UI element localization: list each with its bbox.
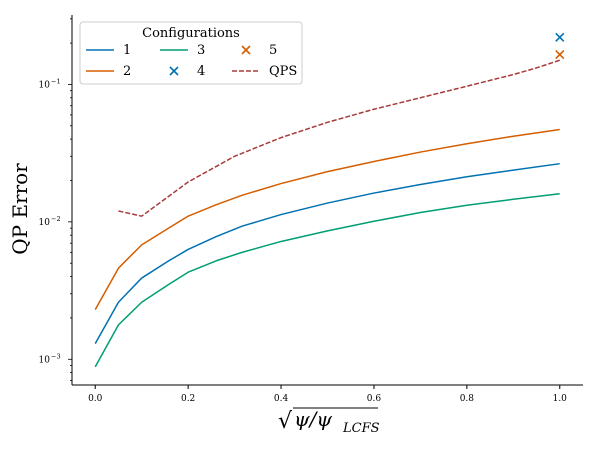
y-axis-title: QP Error: [8, 163, 32, 255]
y-tick-label: 10 −3: [39, 352, 61, 365]
y-tick-label: 10 −2: [39, 215, 61, 228]
legend-marker-4: [169, 66, 179, 76]
series-4-marker: [555, 32, 565, 42]
y-tick-label: 10 −1: [39, 77, 61, 90]
legend-label: 3: [197, 43, 205, 58]
legend-entry-4: 4: [169, 64, 205, 79]
legend-label: 1: [123, 43, 131, 58]
x-tick-label: 0.2: [181, 394, 195, 404]
legend-entry-qps: QPS: [232, 64, 297, 79]
y-tick-label-base: 10: [39, 218, 51, 228]
x-tick-label: 0.0: [88, 394, 103, 404]
legend-title: Configurations: [142, 26, 240, 41]
y-tick-label-exponent: −3: [51, 352, 61, 360]
series-5-marker: [555, 49, 565, 60]
legend-entry-1: 1: [86, 43, 131, 58]
x-axis-title-base: ψ/ψ: [294, 407, 332, 431]
legend: Configurations 1 2 3 4 5 QPS: [79, 21, 303, 85]
x-tick-label: 0.4: [274, 394, 289, 404]
y-ticks: 10−310−210−1: [39, 18, 72, 381]
x-axis-title: √ ψ/ψ LCFS: [278, 407, 380, 436]
series-2-line: [94, 128, 560, 310]
series-3-line: [94, 193, 560, 368]
y-tick-label-base: 10: [39, 355, 51, 365]
legend-label: 5: [269, 43, 277, 58]
y-tick-label-exponent: −1: [51, 77, 61, 85]
x-axis-title-subscript: LCFS: [342, 421, 380, 436]
series-1-line: [94, 162, 560, 344]
legend-entry-5: 5: [241, 43, 277, 58]
legend-label: 4: [197, 64, 205, 79]
x-ticks: 0.0 0.2 0.4 0.6 0.8 1.0: [88, 385, 567, 404]
y-tick-label-base: 10: [39, 80, 51, 90]
plot-area: [94, 32, 565, 368]
legend-label: QPS: [269, 64, 297, 79]
x-tick-label: 0.6: [367, 394, 382, 404]
x-tick-label: 1.0: [553, 394, 568, 404]
legend-entry-2: 2: [86, 64, 131, 79]
legend-entries: 1 2 3 4 5 QPS: [86, 43, 297, 79]
legend-box: [79, 21, 303, 85]
x-tick-label: 0.8: [460, 394, 475, 404]
legend-entry-3: 3: [160, 43, 205, 58]
series-qps-line: [118, 59, 561, 217]
y-tick-label-exponent: −2: [51, 215, 61, 223]
x-axis-title-radical: √: [278, 409, 293, 434]
axes: [71, 15, 583, 386]
legend-label: 2: [123, 64, 131, 79]
legend-marker-5: [241, 45, 251, 55]
